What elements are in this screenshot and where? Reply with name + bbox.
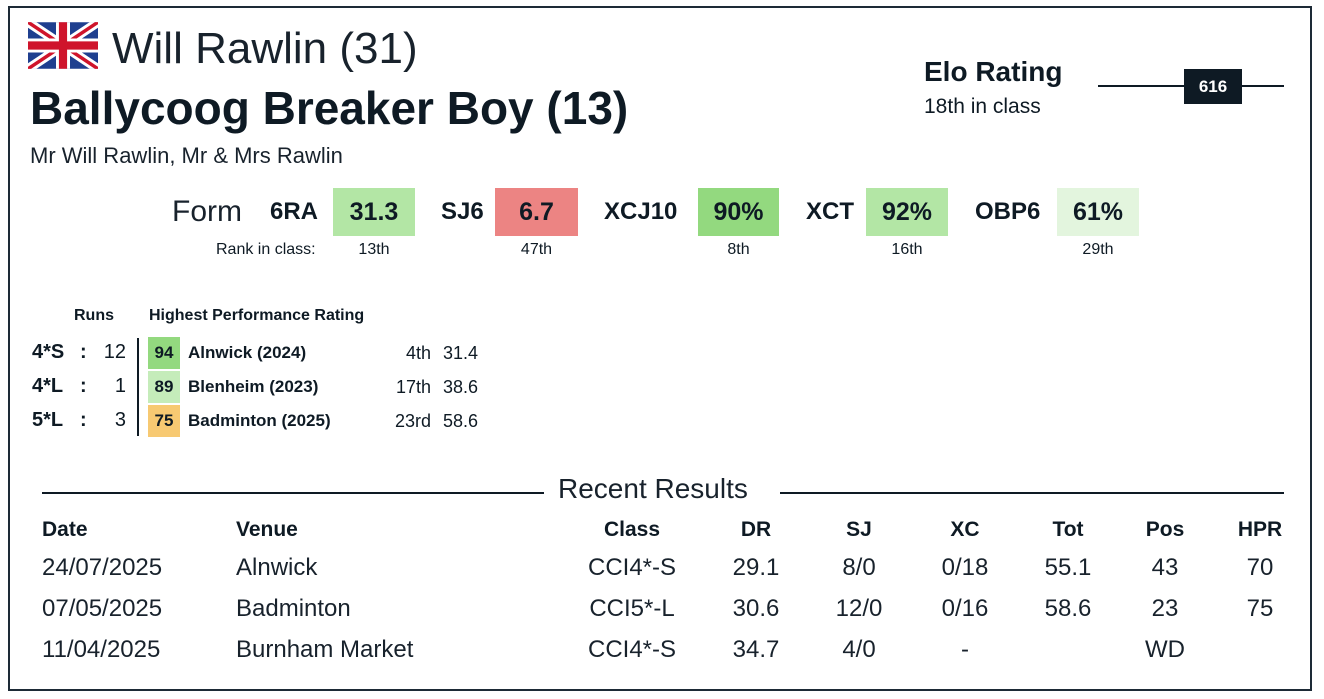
form-metric-name: XCT: [806, 198, 854, 225]
result-sj: 8/0: [842, 554, 876, 581]
form-metric-rank: 13th: [358, 241, 390, 258]
form-metric-rank: 16th: [891, 241, 923, 258]
col-class-header: Class: [603, 518, 661, 541]
form-metric-value: 6.7: [495, 188, 578, 236]
result-hpr: 70: [1246, 554, 1274, 581]
rider-name: Will Rawlin (31): [112, 24, 418, 73]
run-count: 1: [114, 375, 126, 397]
hpr-position: 4th: [405, 343, 431, 363]
owners-text: Mr Will Rawlin, Mr & Mrs Rawlin: [30, 143, 343, 168]
result-date: 07/05/2025: [42, 595, 163, 622]
result-dr: 29.1: [732, 554, 780, 581]
level-label: 4*S: [32, 341, 65, 363]
form-metric-name: SJ6: [441, 198, 484, 225]
result-tot: 55.1: [1044, 554, 1092, 581]
col-dr-header: DR: [740, 518, 772, 541]
runs-header: Runs: [74, 307, 114, 324]
level-colon: :: [80, 409, 87, 431]
profile-card: [8, 6, 1312, 691]
elo-value-badge: 616: [1184, 69, 1242, 104]
col-tot-header: Tot: [1052, 518, 1084, 541]
col-xc-header: XC: [950, 518, 980, 541]
form-metric-name: XCJ10: [604, 198, 678, 225]
result-tot: 58.6: [1044, 595, 1092, 622]
col-venue-header: Venue: [236, 518, 298, 541]
hpr-event: Blenheim (2023): [188, 377, 319, 396]
result-pos: 43: [1151, 554, 1179, 581]
horse-name: Ballycoog Breaker Boy (13): [30, 82, 629, 134]
hpr-score: 89: [148, 371, 180, 403]
col-sj-header: SJ: [846, 518, 872, 541]
hpr-score: 94: [148, 337, 180, 369]
form-metric-name: 6RA: [270, 198, 319, 225]
results-rule-left: [42, 492, 544, 494]
result-venue: Burnham Market: [236, 636, 414, 663]
run-count: 12: [103, 341, 126, 363]
result-sj: 4/0: [842, 636, 876, 663]
elo-class-rank: 18th in class: [924, 95, 1041, 118]
result-pos: WD: [1145, 636, 1185, 663]
form-metric-value: 61%: [1057, 188, 1139, 236]
col-date-header: Date: [42, 518, 88, 541]
form-metric-value: 31.3: [333, 188, 415, 236]
result-venue: Alnwick: [236, 554, 318, 581]
form-metric-rank: 47th: [520, 241, 553, 258]
level-colon: :: [80, 341, 87, 363]
result-date: 11/04/2025: [42, 636, 161, 663]
form-metric-rank: 29th: [1082, 241, 1114, 258]
result-xc: -: [961, 636, 969, 663]
hpr-event-score: 31.4: [443, 343, 479, 363]
form-metric-value: 92%: [866, 188, 948, 236]
result-venue: Badminton: [236, 595, 351, 622]
hpr-event: Badminton (2025): [188, 411, 331, 430]
hpr-event: Alnwick (2024): [188, 343, 307, 362]
runs-divider: [137, 338, 139, 436]
result-sj: 12/0: [835, 595, 883, 622]
results-title: Recent Results: [558, 473, 748, 504]
result-dr: 34.7: [732, 636, 780, 663]
hpr-event-score: 58.6: [443, 411, 479, 431]
level-colon: :: [80, 375, 87, 397]
result-dr: 30.6: [732, 595, 780, 622]
hpr-position: 23rd: [394, 411, 431, 431]
form-label: Form: [172, 195, 242, 228]
uk-flag-icon: [28, 22, 98, 69]
result-hpr: 75: [1246, 595, 1274, 622]
hpr-event-score: 38.6: [443, 377, 479, 397]
form-metric-name: OBP6: [975, 198, 1041, 225]
result-class: CCI4*-S: [587, 636, 677, 663]
col-pos-header: Pos: [1145, 518, 1185, 541]
results-rule-right: [780, 492, 1284, 494]
elo-title: Elo Rating: [924, 56, 1063, 87]
result-class: CCI4*-S: [587, 554, 677, 581]
level-label: 4*L: [32, 375, 64, 397]
rank-in-class-label: Rank in class:: [216, 241, 316, 258]
result-date: 24/07/2025: [42, 554, 163, 581]
run-count: 3: [114, 409, 126, 431]
result-pos: 23: [1151, 595, 1179, 622]
col-hpr-header: HPR: [1237, 518, 1283, 541]
result-xc: 0/16: [941, 595, 989, 622]
form-metric-value: 90%: [698, 188, 779, 236]
hpr-score: 75: [148, 405, 180, 437]
result-class: CCI5*-L: [589, 595, 675, 622]
hpr-position: 17th: [395, 377, 431, 397]
hpr-header: Highest Performance Rating: [149, 307, 365, 324]
result-xc: 0/18: [941, 554, 989, 581]
level-label: 5*L: [32, 409, 64, 431]
form-metric-rank: 8th: [727, 241, 750, 258]
